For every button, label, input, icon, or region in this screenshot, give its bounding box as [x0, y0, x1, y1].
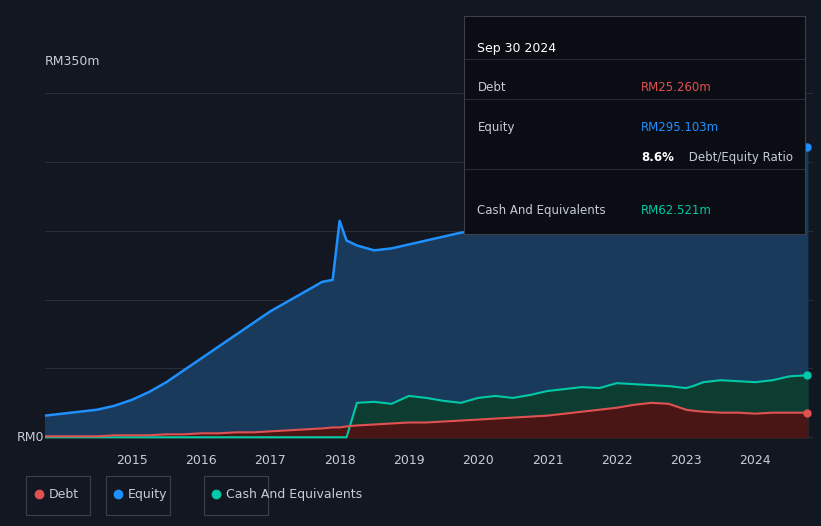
Text: RM350m: RM350m	[45, 55, 101, 68]
Text: Sep 30 2024: Sep 30 2024	[478, 42, 557, 55]
Text: Debt: Debt	[478, 82, 506, 94]
Text: Equity: Equity	[128, 488, 167, 501]
Text: RM25.260m: RM25.260m	[641, 82, 712, 94]
Text: RM0: RM0	[17, 431, 44, 444]
FancyBboxPatch shape	[204, 476, 268, 515]
FancyBboxPatch shape	[26, 476, 90, 515]
Text: RM295.103m: RM295.103m	[641, 120, 719, 134]
Text: Cash And Equivalents: Cash And Equivalents	[478, 204, 606, 217]
Text: 8.6%: 8.6%	[641, 151, 674, 164]
Text: Debt/Equity Ratio: Debt/Equity Ratio	[686, 151, 793, 164]
FancyBboxPatch shape	[106, 476, 170, 515]
Text: Equity: Equity	[478, 120, 515, 134]
Text: Debt: Debt	[48, 488, 79, 501]
Text: Cash And Equivalents: Cash And Equivalents	[226, 488, 362, 501]
Text: RM62.521m: RM62.521m	[641, 204, 712, 217]
